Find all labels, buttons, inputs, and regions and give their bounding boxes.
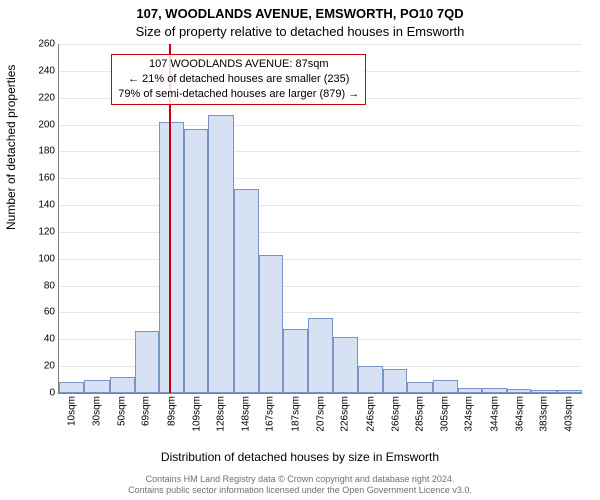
y-tick-label: 60 [44,307,55,318]
gridline-h [59,259,582,260]
histogram-bar [407,382,432,393]
histogram-bar [531,390,556,393]
x-tick-label: 10sqm [66,396,77,426]
gridline-h [59,44,582,45]
footer-line2: Contains public sector information licen… [128,485,472,495]
histogram-bar [159,122,184,393]
histogram-bar [458,388,482,393]
y-tick-label: 100 [38,253,55,264]
histogram-bar [259,255,283,393]
chart-footer: Contains HM Land Registry data © Crown c… [0,474,600,497]
footer-line1: Contains HM Land Registry data © Crown c… [146,474,455,484]
histogram-bar [557,390,582,393]
gridline-h [59,286,582,287]
histogram-bar [433,380,458,393]
annotation-line2: ← 21% of detached houses are smaller (23… [128,73,349,85]
y-tick-label: 160 [38,173,55,184]
histogram-bar [308,318,332,393]
annotation-line1: 107 WOODLANDS AVENUE: 87sqm [149,58,329,70]
x-tick-label: 50sqm [117,396,128,426]
gridline-h [59,178,582,179]
x-tick-label: 246sqm [365,396,376,432]
x-tick-label: 148sqm [241,396,252,432]
y-tick-label: 40 [44,334,55,345]
histogram-bar [208,115,233,393]
x-tick-label: 69sqm [141,396,152,426]
x-tick-label: 266sqm [390,396,401,432]
y-tick-label: 240 [38,65,55,76]
x-tick-label: 167sqm [265,396,276,432]
histogram-chart: 107, WOODLANDS AVENUE, EMSWORTH, PO10 7Q… [0,0,600,500]
gridline-h [59,232,582,233]
x-tick-label: 207sqm [316,396,327,432]
x-tick-label: 89sqm [166,396,177,426]
y-tick-label: 0 [49,388,55,399]
plot-area: 02040608010012014016018020022024026010sq… [58,44,582,394]
histogram-bar [84,380,109,393]
gridline-h [59,312,582,313]
histogram-bar [507,389,531,393]
histogram-bar [383,369,407,393]
x-tick-label: 30sqm [91,396,102,426]
x-tick-label: 364sqm [514,396,525,432]
annotation-box: 107 WOODLANDS AVENUE: 87sqm ← 21% of deta… [111,54,366,105]
x-tick-label: 187sqm [290,396,301,432]
y-axis-label: Number of detached properties [4,65,18,230]
x-tick-label: 128sqm [216,396,227,432]
y-tick-label: 20 [44,361,55,372]
histogram-bar [283,329,308,393]
x-tick-label: 109sqm [192,396,203,432]
histogram-bar [59,382,84,393]
y-tick-label: 120 [38,226,55,237]
chart-title-line1: 107, WOODLANDS AVENUE, EMSWORTH, PO10 7Q… [0,6,600,21]
y-tick-label: 180 [38,146,55,157]
y-tick-label: 220 [38,92,55,103]
histogram-bar [482,388,507,393]
x-tick-label: 226sqm [340,396,351,432]
y-tick-label: 200 [38,119,55,130]
y-tick-label: 260 [38,39,55,50]
chart-title-line2: Size of property relative to detached ho… [0,24,600,39]
y-tick-label: 140 [38,200,55,211]
x-tick-label: 383sqm [539,396,550,432]
histogram-bar [358,366,383,393]
histogram-bar [135,331,159,393]
histogram-bar [333,337,358,393]
x-tick-label: 285sqm [414,396,425,432]
x-tick-label: 324sqm [464,396,475,432]
gridline-h [59,205,582,206]
x-axis-label: Distribution of detached houses by size … [0,450,600,464]
x-tick-label: 344sqm [489,396,500,432]
gridline-h [59,125,582,126]
gridline-h [59,151,582,152]
x-tick-label: 403sqm [564,396,575,432]
histogram-bar [234,189,259,393]
histogram-bar [110,377,135,393]
histogram-bar [184,129,208,393]
y-tick-label: 80 [44,280,55,291]
annotation-line3: 79% of semi-detached houses are larger (… [118,88,359,100]
x-tick-label: 305sqm [440,396,451,432]
